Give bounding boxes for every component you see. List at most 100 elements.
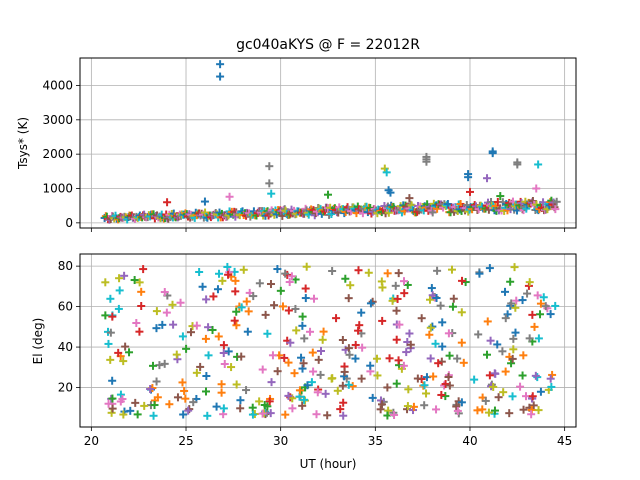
- elevation-point: [507, 359, 516, 368]
- tsys-point: [464, 173, 473, 182]
- elevation-point: [521, 392, 530, 401]
- elevation-point: [149, 411, 158, 420]
- elevation-point: [366, 361, 375, 370]
- elevation-point: [433, 266, 442, 275]
- elevation-point: [536, 387, 545, 396]
- elevation-point: [332, 314, 341, 323]
- elevation-point: [232, 307, 241, 316]
- tsys-point: [488, 149, 497, 158]
- y-tick-label: 4000: [42, 78, 73, 92]
- elevation-point: [181, 394, 190, 403]
- elevation-point: [536, 299, 545, 308]
- elevation-point: [339, 411, 348, 420]
- elevation-xlabel: UT (hour): [300, 457, 357, 471]
- elevation-point: [284, 306, 293, 315]
- elevation-point: [420, 401, 429, 410]
- elevation-point: [158, 320, 167, 329]
- elevation-point: [364, 268, 373, 277]
- tsys-point: [216, 60, 225, 69]
- elevation-points: [101, 262, 560, 420]
- elevation-point: [498, 347, 507, 356]
- tsys-point: [539, 198, 548, 207]
- elevation-point: [483, 317, 492, 326]
- elevation-point: [546, 374, 555, 383]
- tsys-point: [265, 179, 274, 188]
- elevation-point: [182, 344, 191, 353]
- elevation-point: [172, 350, 181, 359]
- tsys-point: [358, 209, 367, 218]
- elevation-point: [178, 332, 187, 341]
- elevation-point: [489, 382, 498, 391]
- chart-title: gc040aKYS @ F = 22012R: [236, 37, 420, 53]
- elevation-point: [551, 301, 560, 310]
- elevation-point: [390, 411, 399, 420]
- elevation-point: [135, 278, 144, 287]
- elevation-point: [115, 286, 124, 295]
- tsys-point: [522, 204, 531, 213]
- elevation-point: [368, 393, 377, 402]
- elevation-point: [336, 405, 345, 414]
- elevation-point: [278, 302, 287, 311]
- elevation-point: [270, 301, 279, 310]
- elevation-point: [106, 294, 115, 303]
- elevation-point: [392, 306, 401, 315]
- tsys-point: [534, 160, 543, 169]
- elevation-point: [133, 410, 142, 419]
- elevation-point: [214, 332, 223, 341]
- elevation-point: [281, 269, 290, 278]
- elevation-point: [445, 351, 454, 360]
- elevation-point: [494, 393, 503, 402]
- elevation-point: [312, 410, 321, 419]
- tsys-point: [327, 210, 336, 219]
- elevation-point: [258, 409, 267, 418]
- tsys-point: [443, 200, 452, 209]
- elevation-point: [116, 390, 125, 399]
- elevation-point: [114, 304, 123, 313]
- elevation-point: [438, 342, 447, 351]
- elevation-point: [243, 327, 252, 336]
- elevation-point: [518, 296, 527, 305]
- elevation-point: [358, 343, 367, 352]
- elevation-point: [453, 406, 462, 415]
- elevation-point: [541, 302, 550, 311]
- tsys-panel: gc040aKYS @ F = 22012R 0 1000 2000 3000 4000…: [16, 37, 577, 232]
- tsys-point: [163, 198, 172, 207]
- elevation-point: [298, 401, 307, 410]
- elevation-point: [445, 381, 454, 390]
- elevation-point: [152, 307, 161, 316]
- elevation-point: [276, 286, 285, 295]
- elevation-point: [351, 354, 360, 363]
- elevation-point: [333, 386, 342, 395]
- elevation-point: [224, 347, 233, 356]
- elevation-point: [160, 359, 169, 368]
- elevation-point: [533, 291, 542, 300]
- elevation-point: [475, 269, 484, 278]
- elevation-point: [284, 358, 293, 367]
- elevation-point: [385, 354, 394, 363]
- elevation-point: [395, 320, 404, 329]
- elevation-point: [499, 388, 508, 397]
- elevation-point: [104, 339, 113, 348]
- tsys-point: [422, 157, 431, 166]
- elevation-point: [290, 369, 299, 378]
- elevation-point: [453, 354, 462, 363]
- elevation-point: [402, 348, 411, 357]
- elevation-point: [493, 340, 502, 349]
- elevation-point: [314, 355, 323, 364]
- elevation-point: [301, 284, 310, 293]
- elevation-point: [525, 278, 534, 287]
- elevation-point: [165, 400, 174, 409]
- x-tick-label: 30: [273, 434, 288, 448]
- elevation-point: [392, 335, 401, 344]
- elevation-point: [169, 320, 178, 329]
- elevation-point: [300, 395, 309, 404]
- elevation-point: [303, 381, 312, 390]
- tsys-point: [532, 184, 541, 193]
- elevation-point: [125, 348, 134, 357]
- elevation-point: [288, 404, 297, 413]
- elevation-point: [470, 375, 479, 384]
- elevation-point: [528, 392, 537, 401]
- elevation-point: [427, 284, 436, 293]
- elevation-point: [106, 355, 115, 364]
